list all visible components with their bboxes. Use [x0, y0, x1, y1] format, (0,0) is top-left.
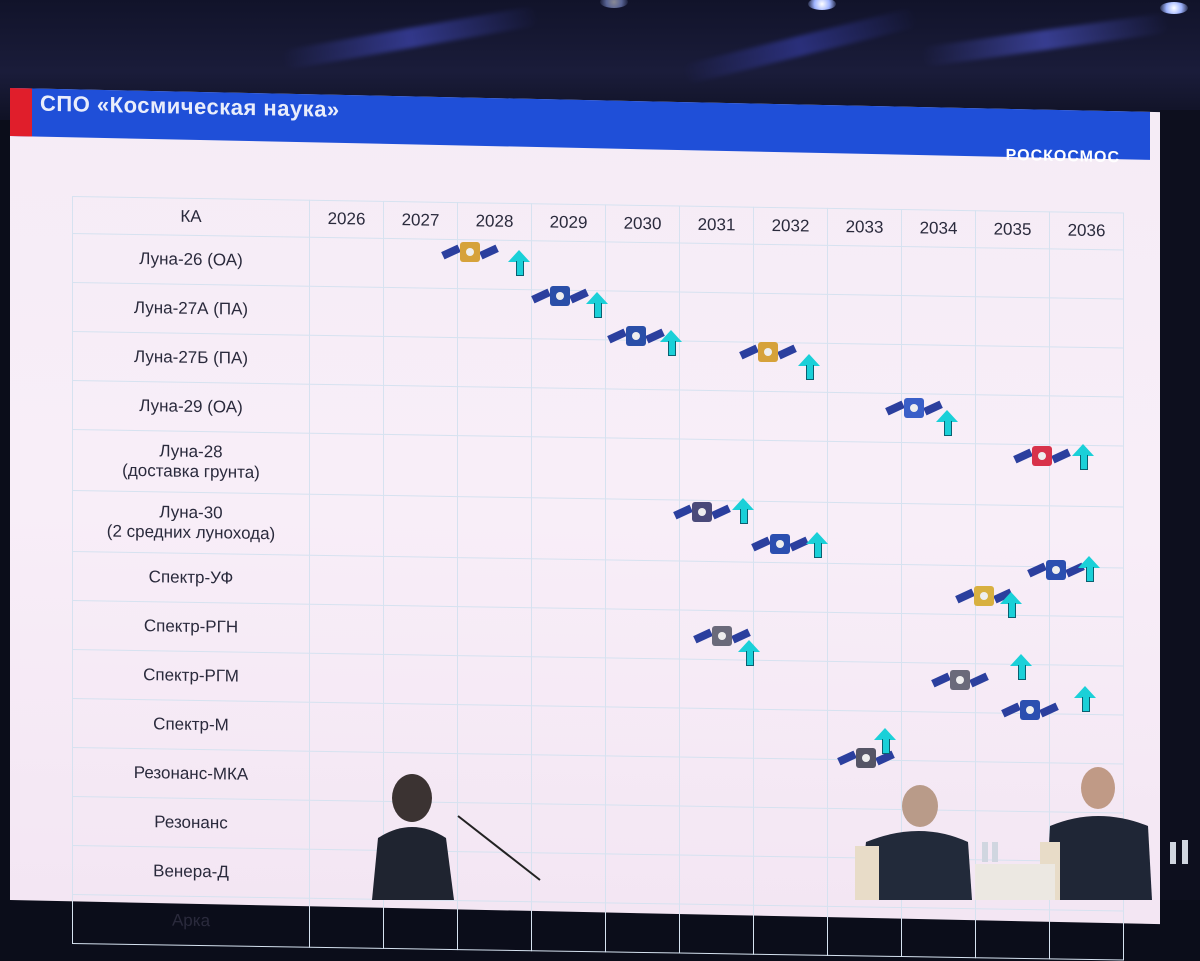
- stage-light: [600, 0, 628, 8]
- header-year: 2026: [309, 200, 384, 239]
- mission-label: Луна-29 (ОА): [72, 380, 310, 434]
- header-year: 2033: [827, 208, 902, 247]
- launch-arrow-icon: [586, 292, 608, 318]
- light-beam: [681, 7, 919, 85]
- header-ka: КА: [72, 196, 310, 238]
- launch-arrow-icon: [874, 728, 896, 754]
- lander-icon: [606, 312, 666, 365]
- orbiter-icon: [440, 228, 500, 281]
- panelist-right: [1040, 767, 1152, 900]
- header-year: 2034: [901, 209, 976, 248]
- mission-label: Луна-28 (доставка грунта): [72, 429, 310, 495]
- launch-arrow-icon: [1074, 686, 1096, 712]
- stage-speakers: [372, 767, 1188, 900]
- probe-icon: [836, 734, 896, 787]
- launch-arrow-icon: [806, 532, 828, 558]
- launch-arrow-icon: [660, 330, 682, 356]
- speaker-standing: [372, 774, 454, 900]
- screen-frame: [1160, 110, 1200, 900]
- roscosmos-logo: РОСКОСМОС: [1005, 146, 1120, 167]
- header-year: 2036: [1049, 211, 1124, 251]
- mission-label: Спектр-УФ: [72, 551, 310, 605]
- launch-arrow-icon: [1010, 654, 1032, 680]
- launch-arrow-icon: [798, 354, 820, 380]
- header-year: 2029: [531, 203, 606, 242]
- table-bottles: [975, 840, 1188, 900]
- header-year: 2035: [975, 210, 1050, 249]
- launch-arrow-icon: [508, 250, 530, 276]
- light-beam: [919, 12, 1171, 68]
- mission-label: Луна-26 (ОА): [72, 233, 310, 287]
- launch-arrow-icon: [1000, 592, 1022, 618]
- header-year: 2031: [679, 206, 754, 245]
- satellite-icon: [1000, 686, 1060, 739]
- mission-label: Спектр-РГМ: [72, 649, 310, 703]
- mission-label: Спектр-М: [72, 698, 310, 752]
- header-year: 2032: [753, 207, 828, 246]
- slide-title: СПО «Космическая наука»: [40, 90, 340, 122]
- stage-light: [1160, 2, 1188, 14]
- rover-lander-icon: [1012, 432, 1072, 485]
- lander-icon: [530, 272, 590, 325]
- header-year: 2030: [605, 204, 680, 244]
- mission-label-line2: (доставка грунта): [122, 460, 260, 482]
- satellite-icon: [750, 520, 810, 573]
- orbiter-icon: [738, 328, 798, 381]
- sample-return-icon: [884, 384, 944, 437]
- launch-arrow-icon: [1072, 444, 1094, 470]
- launch-arrow-icon: [732, 498, 754, 524]
- mission-label: Луна-27Б (ПА): [72, 331, 310, 385]
- mission-label: Луна-27А (ПА): [72, 282, 310, 336]
- launch-arrow-icon: [738, 640, 760, 666]
- mission-label-line2: (2 средних лунохода): [106, 521, 276, 544]
- stage-light: [808, 0, 836, 10]
- mission-label: Спектр-РГН: [72, 600, 310, 654]
- launch-arrow-icon: [1078, 556, 1100, 582]
- small-satellite-icon: [930, 656, 990, 709]
- panelist-left: [855, 785, 972, 900]
- microphone-stand: [457, 815, 541, 881]
- mission-label: Луна-30 (2 средних лунохода): [72, 490, 310, 556]
- telescope-icon: [672, 488, 732, 541]
- light-beam: [280, 5, 540, 71]
- launch-arrow-icon: [936, 410, 958, 436]
- satellite-icon: [1026, 546, 1086, 599]
- banner-accent: [10, 88, 32, 137]
- small-satellite-icon: [692, 612, 752, 665]
- mission-label: Арка: [72, 894, 310, 948]
